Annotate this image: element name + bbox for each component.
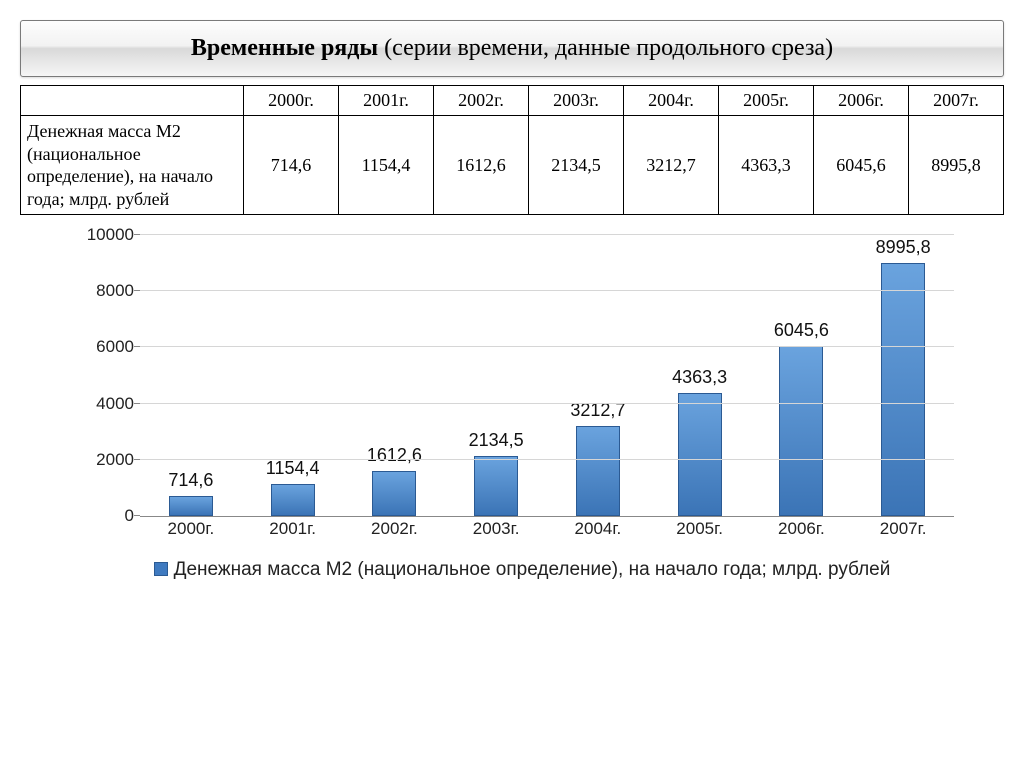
- y-axis-label: 2000: [80, 450, 134, 470]
- bar-slot: 8995,8: [852, 235, 954, 516]
- bar: 2134,5: [474, 456, 518, 516]
- x-axis-labels: 2000г.2001г.2002г.2003г.2004г.2005г.2006…: [140, 519, 954, 545]
- bar-chart: 714,6 1154,4 1612,6 2134,5 3212,7 4363,3 6045,…: [20, 235, 1004, 581]
- bar-value-label: 714,6: [168, 470, 213, 491]
- col-header: 2007г.: [909, 86, 1004, 116]
- grid-line: [140, 290, 954, 291]
- col-header: 2003г.: [529, 86, 624, 116]
- chart-legend: Денежная масса М2 (национальное определе…: [80, 559, 964, 581]
- y-axis-label: 6000: [80, 337, 134, 357]
- table-cell: 6045,6: [814, 116, 909, 215]
- y-tick: [134, 459, 140, 460]
- table-cell: 1612,6: [434, 116, 529, 215]
- table-cell: 4363,3: [719, 116, 814, 215]
- y-tick: [134, 403, 140, 404]
- bar-slot: 4363,3: [649, 235, 751, 516]
- x-axis-label: 2002г.: [344, 519, 446, 545]
- x-axis-label: 2007г.: [852, 519, 954, 545]
- page-title: Временные ряды (серии времени, данные пр…: [20, 20, 1004, 77]
- bar: 1154,4: [271, 484, 315, 516]
- x-axis-label: 2006г.: [751, 519, 853, 545]
- legend-text: Денежная масса М2 (национальное определе…: [174, 559, 891, 580]
- bar: 4363,3: [678, 393, 722, 516]
- bar-value-label: 6045,6: [774, 320, 829, 341]
- x-axis-label: 2005г.: [649, 519, 751, 545]
- y-tick: [134, 346, 140, 347]
- grid-line: [140, 234, 954, 235]
- col-header: 2005г.: [719, 86, 814, 116]
- bar-value-label: 1612,6: [367, 445, 422, 466]
- bar-value-label: 1154,4: [266, 458, 320, 479]
- table-cell: 2134,5: [529, 116, 624, 215]
- col-header: 2000г.: [244, 86, 339, 116]
- table-row: Денежная масса М2 (национальное определе…: [21, 116, 1004, 215]
- bar-value-label: 2134,5: [469, 430, 524, 451]
- y-axis-label: 0: [80, 506, 134, 526]
- bar: 8995,8: [881, 263, 925, 516]
- x-axis-label: 2003г.: [445, 519, 547, 545]
- legend-swatch: [154, 562, 168, 576]
- y-axis-label: 8000: [80, 281, 134, 301]
- title-bold: Временные ряды: [191, 35, 378, 61]
- bar: 714,6: [169, 496, 213, 516]
- bar-slot: 1612,6: [344, 235, 446, 516]
- table-corner: [21, 86, 244, 116]
- table-cell: 1154,4: [339, 116, 434, 215]
- x-axis-label: 2000г.: [140, 519, 242, 545]
- x-axis-label: 2004г.: [547, 519, 649, 545]
- row-label: Денежная масса М2 (национальное определе…: [21, 116, 244, 215]
- table-cell: 8995,8: [909, 116, 1004, 215]
- bar: 3212,7: [576, 426, 620, 516]
- bar-slot: 1154,4: [242, 235, 344, 516]
- table-cell: 3212,7: [624, 116, 719, 215]
- y-tick: [134, 515, 140, 516]
- table-cell: 714,6: [244, 116, 339, 215]
- bar-slot: 3212,7: [547, 235, 649, 516]
- bar-slot: 6045,6: [751, 235, 853, 516]
- y-tick: [134, 290, 140, 291]
- grid-line: [140, 459, 954, 460]
- grid-line: [140, 403, 954, 404]
- plot-area: 714,6 1154,4 1612,6 2134,5 3212,7 4363,3 6045,…: [140, 235, 954, 517]
- bar: 1612,6: [372, 471, 416, 516]
- bar: 6045,6: [779, 346, 823, 516]
- y-tick: [134, 234, 140, 235]
- grid-line: [140, 346, 954, 347]
- bar-slot: 714,6: [140, 235, 242, 516]
- bar-value-label: 4363,3: [672, 367, 727, 388]
- bar-value-label: 8995,8: [876, 237, 931, 258]
- x-axis-label: 2001г.: [242, 519, 344, 545]
- col-header: 2006г.: [814, 86, 909, 116]
- col-header: 2002г.: [434, 86, 529, 116]
- y-axis-label: 10000: [80, 225, 134, 245]
- bars-container: 714,6 1154,4 1612,6 2134,5 3212,7 4363,3 6045,…: [140, 235, 954, 516]
- data-table: 2000г. 2001г. 2002г. 2003г. 2004г. 2005г…: [20, 85, 1004, 215]
- table-header-row: 2000г. 2001г. 2002г. 2003г. 2004г. 2005г…: [21, 86, 1004, 116]
- col-header: 2001г.: [339, 86, 434, 116]
- y-axis-label: 4000: [80, 394, 134, 414]
- title-rest: (серии времени, данные продольного среза…: [378, 35, 833, 61]
- bar-slot: 2134,5: [445, 235, 547, 516]
- col-header: 2004г.: [624, 86, 719, 116]
